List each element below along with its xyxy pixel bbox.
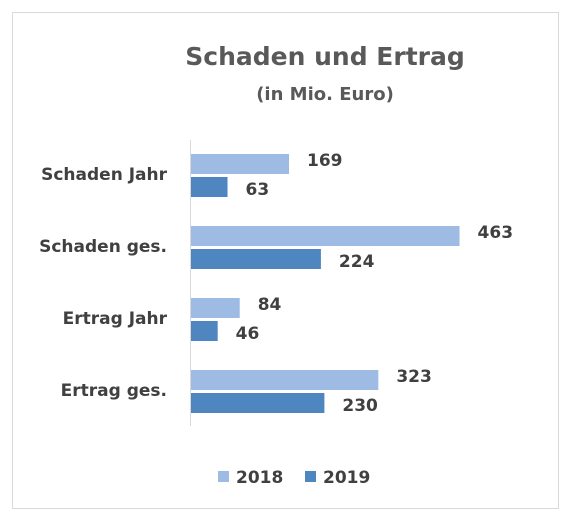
data-label: 224 — [339, 252, 375, 272]
legend-swatch — [218, 471, 229, 482]
bar — [191, 226, 460, 246]
y-tick-label: Schaden ges. — [39, 237, 167, 257]
data-label: 84 — [258, 295, 282, 315]
data-label: 63 — [246, 180, 270, 200]
legend-label: 2018 — [236, 468, 283, 488]
bar — [191, 298, 240, 318]
y-tick-label: Schaden Jahr — [41, 165, 168, 185]
bar — [191, 177, 228, 197]
data-label: 46 — [236, 324, 260, 344]
data-label: 230 — [342, 396, 378, 416]
data-label: 463 — [478, 223, 514, 243]
bar — [191, 154, 290, 174]
data-label: 169 — [307, 151, 343, 171]
legend-swatch — [305, 471, 316, 482]
data-label: 323 — [396, 367, 432, 387]
bar — [191, 393, 325, 413]
chart-title: Schaden und Ertrag — [185, 42, 465, 71]
chart-subtitle: (in Mio. Euro) — [256, 84, 394, 105]
y-tick-label: Ertrag ges. — [61, 381, 167, 401]
legend-label: 2019 — [323, 468, 370, 488]
bar — [191, 370, 379, 390]
y-tick-label: Ertrag Jahr — [63, 309, 168, 329]
bar — [191, 249, 321, 269]
bar — [191, 321, 218, 341]
